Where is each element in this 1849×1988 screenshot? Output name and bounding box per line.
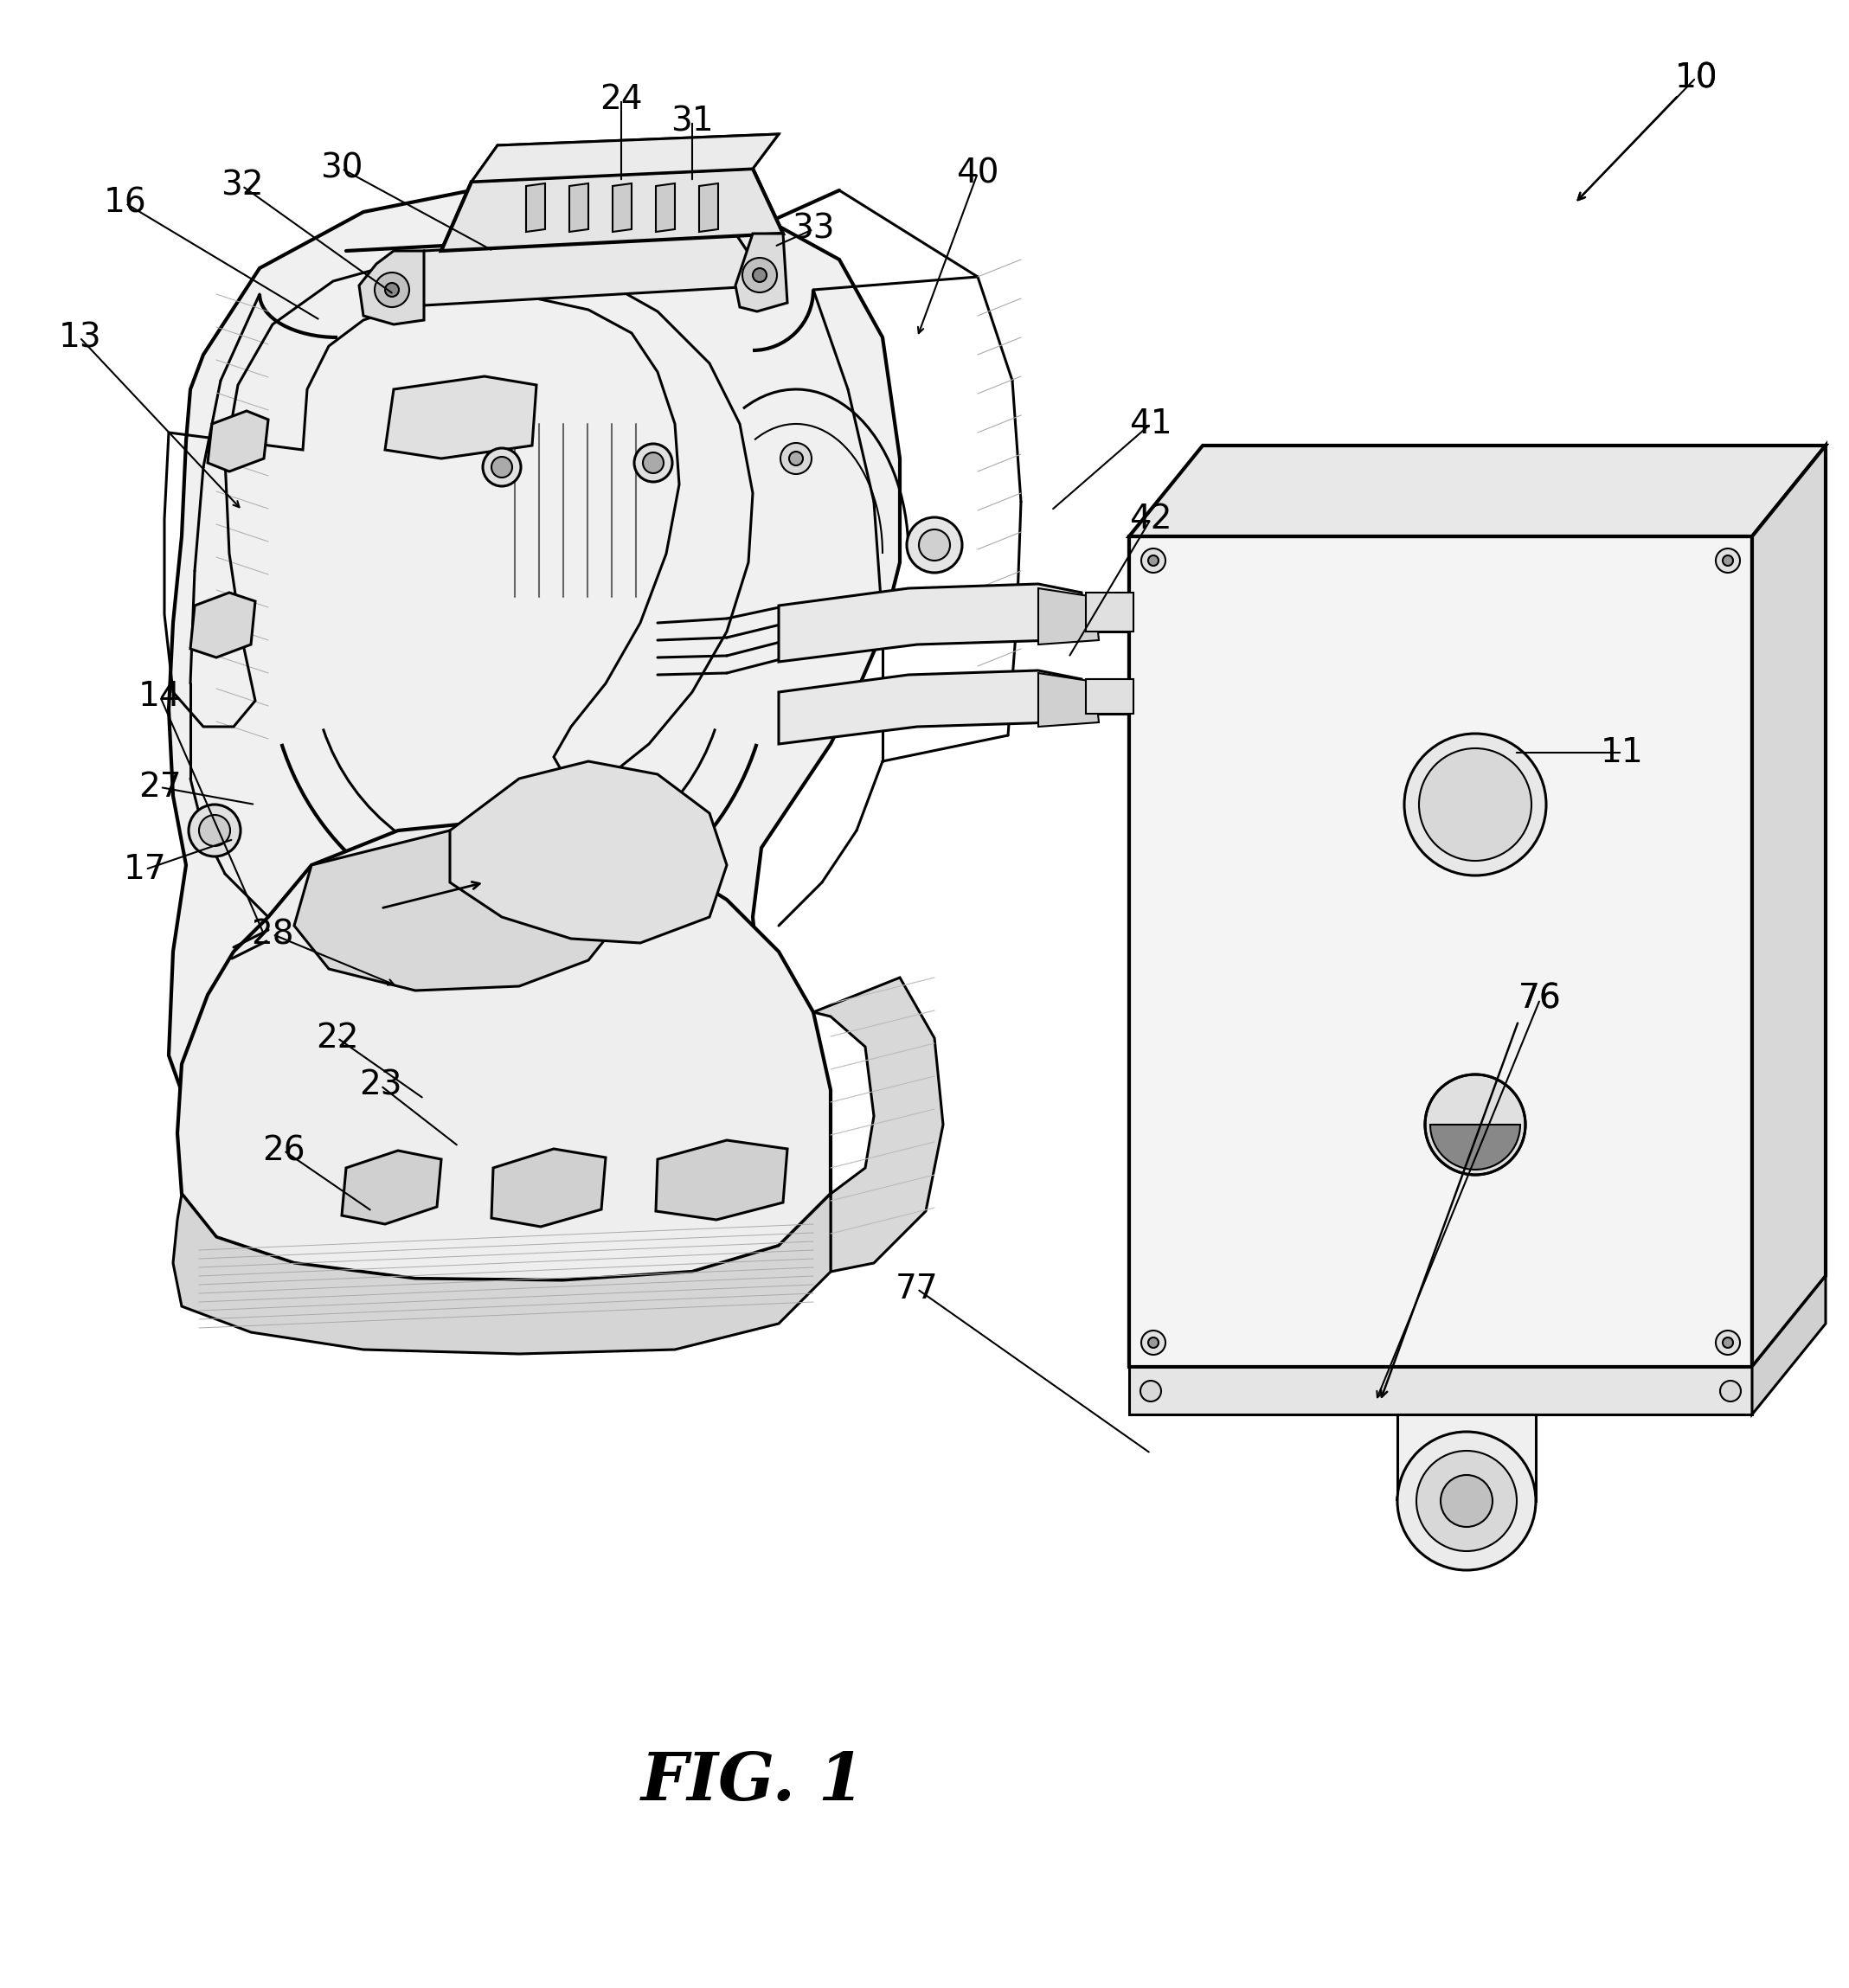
Text: 42: 42 [1130, 503, 1172, 535]
Text: 77: 77 [895, 1272, 939, 1306]
Text: 13: 13 [57, 320, 102, 354]
Circle shape [741, 258, 777, 292]
Circle shape [790, 451, 802, 465]
Circle shape [1148, 555, 1159, 567]
Circle shape [1398, 1431, 1537, 1571]
Polygon shape [442, 169, 782, 250]
Polygon shape [656, 183, 675, 233]
Polygon shape [174, 1195, 830, 1354]
Polygon shape [1753, 445, 1825, 1368]
Polygon shape [1130, 1368, 1753, 1413]
Polygon shape [342, 1151, 442, 1225]
Circle shape [492, 457, 512, 477]
Circle shape [906, 517, 961, 573]
Polygon shape [736, 233, 788, 312]
Circle shape [634, 443, 673, 481]
Polygon shape [492, 1149, 606, 1227]
Text: 17: 17 [124, 853, 166, 887]
Polygon shape [1085, 592, 1133, 632]
Circle shape [1418, 747, 1531, 861]
Circle shape [385, 282, 399, 296]
Text: 31: 31 [671, 105, 714, 137]
Polygon shape [394, 233, 769, 306]
Text: 26: 26 [263, 1133, 305, 1167]
Polygon shape [814, 978, 943, 1272]
Circle shape [189, 805, 240, 857]
Text: 33: 33 [791, 213, 834, 247]
Circle shape [1723, 555, 1733, 567]
Text: 76: 76 [1518, 982, 1562, 1016]
Polygon shape [178, 821, 830, 1280]
Circle shape [200, 815, 229, 847]
Circle shape [1403, 734, 1546, 875]
Polygon shape [294, 831, 623, 990]
Text: 41: 41 [1130, 408, 1172, 439]
Text: 28: 28 [251, 918, 294, 950]
Circle shape [753, 268, 767, 282]
Circle shape [1440, 1475, 1492, 1527]
Polygon shape [190, 592, 255, 658]
Polygon shape [168, 187, 900, 1195]
Text: 76: 76 [1518, 982, 1562, 1016]
Circle shape [1416, 1451, 1516, 1551]
Circle shape [919, 529, 950, 561]
Text: 24: 24 [599, 83, 643, 115]
Polygon shape [1398, 1413, 1537, 1501]
Polygon shape [1085, 680, 1133, 714]
Polygon shape [1753, 1276, 1825, 1413]
Circle shape [1141, 549, 1165, 573]
Polygon shape [778, 670, 1085, 744]
Circle shape [1716, 549, 1740, 573]
Polygon shape [612, 183, 632, 233]
Polygon shape [1130, 537, 1753, 1368]
Circle shape [1723, 1338, 1733, 1348]
Polygon shape [1039, 588, 1098, 644]
Circle shape [1720, 1382, 1742, 1402]
Polygon shape [778, 584, 1085, 662]
Text: 30: 30 [320, 153, 362, 185]
Circle shape [1426, 1074, 1525, 1175]
Polygon shape [207, 412, 268, 471]
Text: 16: 16 [104, 187, 146, 221]
Circle shape [375, 272, 409, 306]
Circle shape [1148, 1338, 1159, 1348]
Circle shape [1716, 1330, 1740, 1354]
Text: 23: 23 [359, 1070, 401, 1101]
Circle shape [643, 453, 664, 473]
Text: 40: 40 [956, 157, 998, 189]
Polygon shape [1130, 445, 1825, 537]
Polygon shape [656, 1141, 788, 1221]
Text: 27: 27 [139, 771, 181, 803]
Text: 10: 10 [1675, 62, 1718, 93]
Polygon shape [359, 250, 423, 324]
Text: 32: 32 [220, 169, 264, 203]
Polygon shape [449, 761, 727, 942]
Text: 10: 10 [1675, 62, 1718, 93]
Polygon shape [1039, 674, 1098, 728]
Polygon shape [569, 183, 588, 233]
Wedge shape [1431, 1125, 1520, 1169]
Polygon shape [527, 183, 545, 233]
Text: 22: 22 [316, 1022, 359, 1054]
Text: FIG. 1: FIG. 1 [642, 1749, 865, 1815]
Circle shape [1141, 1382, 1161, 1402]
Polygon shape [699, 183, 717, 233]
Circle shape [780, 443, 812, 473]
Circle shape [1141, 1330, 1165, 1354]
Text: 14: 14 [139, 680, 181, 714]
Polygon shape [471, 133, 778, 181]
Circle shape [483, 447, 521, 487]
Polygon shape [385, 376, 536, 459]
Text: 11: 11 [1601, 736, 1644, 769]
